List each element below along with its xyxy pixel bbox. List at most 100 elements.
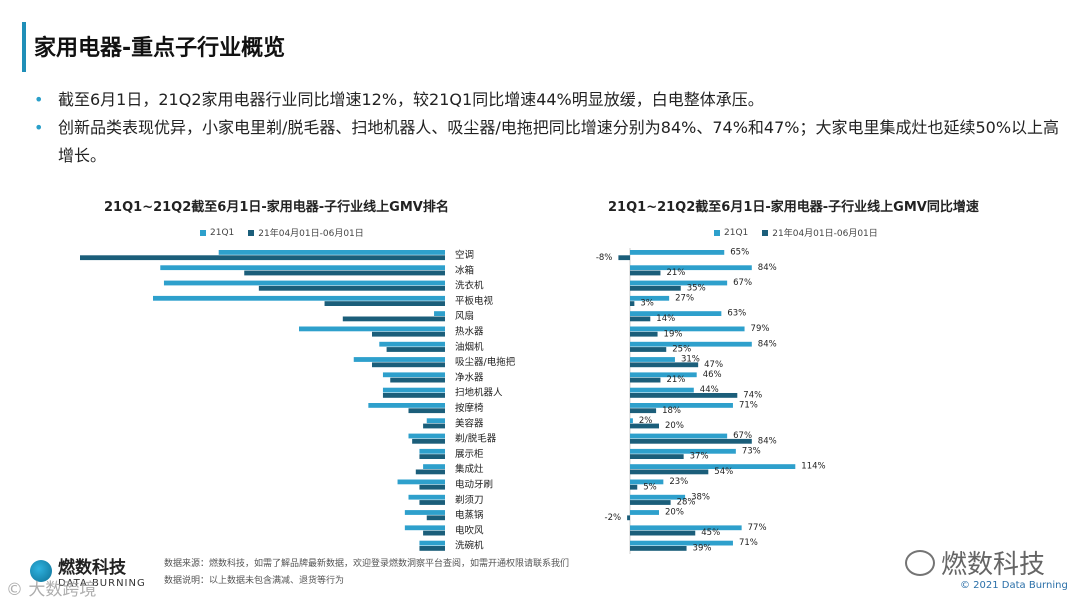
value-label: 65%: [730, 248, 749, 258]
watermark-right: 燃数科技: [905, 544, 1045, 581]
category-label: 冰箱: [455, 264, 474, 276]
page-title: 家用电器-重点子行业概览: [34, 36, 286, 61]
value-label: 31%: [681, 355, 700, 365]
value-label: 20%: [665, 508, 684, 518]
source-notes: 数据来源：燃数科技，如需了解品牌最新数据，欢迎登录燃数洞察平台查阅，如需开通权限…: [164, 556, 569, 590]
bar-q2-8: [390, 377, 445, 383]
brand-name-cn: 燃数科技: [58, 558, 126, 578]
copyright: © 2021 Data Burning: [960, 580, 1068, 591]
value-label: 21%: [666, 375, 685, 385]
brand-logo-text: 燃数科技 DATA BURNING: [58, 553, 146, 589]
watermark-right-text: 燃数科技: [941, 550, 1046, 580]
bar-q1-18: [404, 525, 445, 531]
bar-q1-17: [630, 510, 659, 515]
bar-q2-15: [419, 484, 445, 490]
value-label: 114%: [801, 462, 825, 472]
bar-q2-8: [630, 377, 661, 383]
legend-label-q1: 21Q1: [210, 227, 235, 238]
left-chart-legend: 21Q1 21年04月01日-06月01日: [200, 226, 364, 239]
value-label: 84%: [758, 436, 777, 446]
bar-q2-17: [426, 515, 445, 521]
bar-q1-15: [397, 479, 445, 485]
bar-q1-10: [368, 403, 445, 408]
bar-q1-6: [630, 341, 752, 347]
bar-q2-2: [630, 285, 681, 291]
value-label: 21%: [666, 268, 685, 278]
category-label: 剃须刀: [455, 494, 484, 506]
value-label: 45%: [701, 528, 720, 538]
legend-item-q1: 21Q1: [714, 228, 748, 238]
bar-q1-18: [630, 525, 742, 531]
bar-q1-19: [419, 540, 445, 546]
value-label: 71%: [739, 401, 758, 411]
bar-q2-3: [324, 301, 445, 306]
value-label: 46%: [703, 370, 722, 380]
legend-swatch-q2: [248, 229, 255, 236]
bar-q2-19: [419, 546, 445, 551]
bar-q2-9: [630, 393, 738, 398]
category-label: 洗衣机: [455, 280, 484, 292]
bar-q1-10: [630, 403, 733, 408]
bar-q2-18: [630, 530, 696, 536]
bar-q1-0: [630, 250, 725, 255]
value-label: 71%: [739, 538, 758, 548]
legend-label-q2: 21年04月01日-06月01日: [772, 229, 878, 239]
bar-q1-11: [426, 418, 445, 424]
value-label: 35%: [687, 283, 706, 293]
bar-q2-12: [412, 438, 445, 444]
bar-q2-14: [630, 469, 709, 475]
value-label: 38%: [691, 492, 710, 502]
bullet-item: 截至6月1日，21Q2家用电器行业同比增速12%，较21Q1同比增速44%明显放…: [34, 86, 1064, 114]
bar-q2-6: [386, 347, 445, 352]
value-label: 18%: [662, 406, 681, 416]
value-label: 73%: [742, 446, 761, 456]
bar-q2-0: [618, 255, 630, 261]
bar-q1-7: [630, 357, 675, 362]
bar-q2-12: [630, 438, 752, 444]
bar-q2-1: [630, 270, 661, 276]
value-label: 14%: [656, 314, 675, 324]
value-label: 67%: [733, 278, 752, 288]
value-label: -8%: [596, 253, 613, 263]
bar-q2-10: [408, 408, 445, 414]
category-label: 按摩椅: [455, 402, 484, 414]
bar-q1-3: [153, 295, 445, 301]
bar-q1-11: [630, 418, 633, 424]
bar-q2-4: [342, 316, 445, 322]
bar-q1-3: [630, 295, 670, 301]
legend-item-q2: 21年04月01日-06月01日: [762, 226, 878, 239]
bar-q1-14: [630, 464, 796, 469]
bar-q2-6: [630, 347, 667, 352]
bar-q1-12: [630, 433, 728, 439]
left-chart-gmv-ranking: 空调冰箱洗衣机平板电视风扇热水器油烟机吸尘器/电拖把净水器扫地机器人按摩椅美容器…: [80, 249, 516, 552]
bar-q1-2: [630, 280, 728, 286]
value-label: 27%: [675, 293, 694, 303]
bar-q1-0: [218, 250, 445, 255]
category-label: 电动牙刷: [455, 479, 493, 491]
bar-q1-15: [630, 479, 664, 485]
bar-q2-5: [630, 331, 658, 337]
bar-q2-19: [630, 546, 687, 551]
legend-swatch-q2: [762, 229, 769, 236]
bar-q1-7: [353, 357, 445, 362]
right-chart-gmv-growth: 65% -8% 84% 21% 67% 35%27% 3% 63% 14% 79% 19% 84% 25…: [596, 248, 826, 554]
value-label: 77%: [748, 523, 767, 533]
category-label: 剃/脱毛器: [455, 433, 497, 445]
value-label: 5%: [643, 482, 657, 492]
left-chart-title: 21Q1~21Q2截至6月1日-家用电器-子行业线上GMV排名: [104, 200, 449, 215]
value-label: 67%: [733, 431, 752, 441]
bar-q2-1: [244, 270, 445, 276]
category-label: 展示柜: [455, 448, 484, 460]
value-label: 3%: [640, 299, 654, 309]
bar-q1-5: [630, 326, 745, 332]
bar-q2-7: [372, 362, 445, 368]
wechat-icon: [905, 549, 935, 576]
right-chart-legend: 21Q1 21年04月01日-06月01日: [714, 226, 878, 239]
bar-q1-9: [630, 387, 694, 393]
legend-item-q2: 21年04月01日-06月01日: [248, 226, 364, 239]
bar-q1-13: [630, 448, 736, 454]
category-label: 电吹风: [455, 524, 484, 536]
bar-q1-16: [408, 494, 445, 500]
value-label: 84%: [758, 263, 777, 273]
bar-q1-5: [299, 326, 445, 332]
